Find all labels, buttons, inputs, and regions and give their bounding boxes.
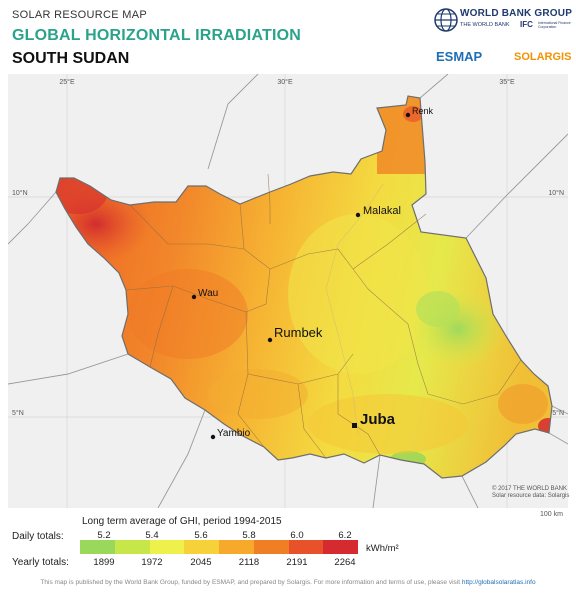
map-type-label: SOLAR RESOURCE MAP — [12, 9, 147, 21]
legend-swatch — [219, 540, 254, 554]
legend-swatch — [288, 540, 324, 554]
irradiation-map: 25°E 30°E 35°E 10°N 10°N 5°N 5°N Renk Ma… — [8, 74, 568, 508]
esmap-logo: ESMAP — [436, 49, 483, 64]
legend-swatch — [80, 540, 115, 554]
world-bank-group-label: WORLD BANK GROUP — [460, 8, 573, 19]
yearly-totals-label: Yearly totals: — [12, 557, 69, 568]
world-bank-logo: WORLD BANK GROUP THE WORLD BANK IFC Inte… — [432, 6, 572, 40]
ifc-sub-label: International Finance Corporation — [538, 21, 571, 29]
yearly-tick: 2118 — [238, 557, 260, 568]
daily-tick: 6.0 — [290, 530, 304, 541]
daily-tick: 5.4 — [145, 530, 159, 541]
scale-label: 100 km — [540, 511, 563, 518]
rivers — [325, 183, 384, 435]
svg-text:Wau: Wau — [198, 288, 218, 299]
city-wau: Wau — [191, 288, 218, 300]
yearly-tick: 2264 — [334, 557, 356, 568]
yearly-tick: 2191 — [286, 557, 308, 568]
daily-tick: 6.2 — [338, 530, 352, 541]
city-juba: Juba — [352, 411, 396, 428]
city-renk: Renk — [405, 106, 434, 118]
legend-swatch — [323, 540, 358, 554]
yearly-tick: 2045 — [190, 557, 212, 568]
city-malakal: Malakal — [355, 205, 401, 218]
yearly-tick: 1972 — [141, 557, 163, 568]
footer-link[interactable]: http://globalsolaratlas.info — [461, 579, 536, 586]
city-yambio: Yambio — [210, 428, 251, 440]
solargis-logo: SOLARGIS — [514, 51, 572, 63]
svg-text:Rumbek: Rumbek — [274, 325, 323, 340]
legend-color-bar — [80, 540, 358, 554]
legend-swatch — [114, 540, 150, 554]
lon-label-25: 25°E — [59, 78, 75, 86]
svg-text:Renk: Renk — [412, 106, 434, 116]
map-title: GLOBAL HORIZONTAL IRRADIATION — [12, 27, 302, 44]
lat-label-5-right: 5°N — [552, 409, 564, 417]
legend-swatch — [253, 540, 289, 554]
lat-label-10-left: 10°N — [12, 189, 28, 197]
daily-tick: 5.2 — [97, 530, 111, 541]
legend-title: Long term average of GHI, period 1994-20… — [82, 516, 282, 527]
map-copyright: © 2017 THE WORLD BANK Solar resource dat… — [492, 486, 570, 499]
country-name: SOUTH SUDAN — [12, 50, 130, 67]
footer: This map is published by the World Bank … — [0, 579, 576, 586]
footer-text: This map is published by the World Bank … — [40, 579, 461, 586]
svg-text:Yambio: Yambio — [217, 428, 251, 439]
ifc-label: IFC — [520, 20, 533, 29]
legend-swatch — [149, 540, 185, 554]
svg-text:Malakal: Malakal — [363, 205, 401, 217]
city-rumbek: Rumbek — [267, 325, 323, 343]
world-bank-sub-label: THE WORLD BANK — [460, 22, 510, 28]
lat-label-10-right: 10°N — [548, 189, 564, 197]
yearly-tick: 1899 — [93, 557, 115, 568]
neighbor-borders — [8, 74, 568, 508]
lon-label-35: 35°E — [499, 78, 515, 86]
daily-tick: 5.6 — [194, 530, 208, 541]
daily-tick: 5.8 — [242, 530, 256, 541]
lat-label-5-left: 5°N — [12, 409, 24, 417]
daily-totals-label: Daily totals: — [12, 531, 64, 542]
state-borders — [125, 173, 522, 459]
lon-label-30: 30°E — [277, 78, 293, 86]
legend-unit: kWh/m² — [366, 543, 399, 554]
svg-text:Juba: Juba — [360, 411, 396, 428]
legend-swatch — [184, 540, 219, 554]
globe-icon — [434, 8, 458, 32]
